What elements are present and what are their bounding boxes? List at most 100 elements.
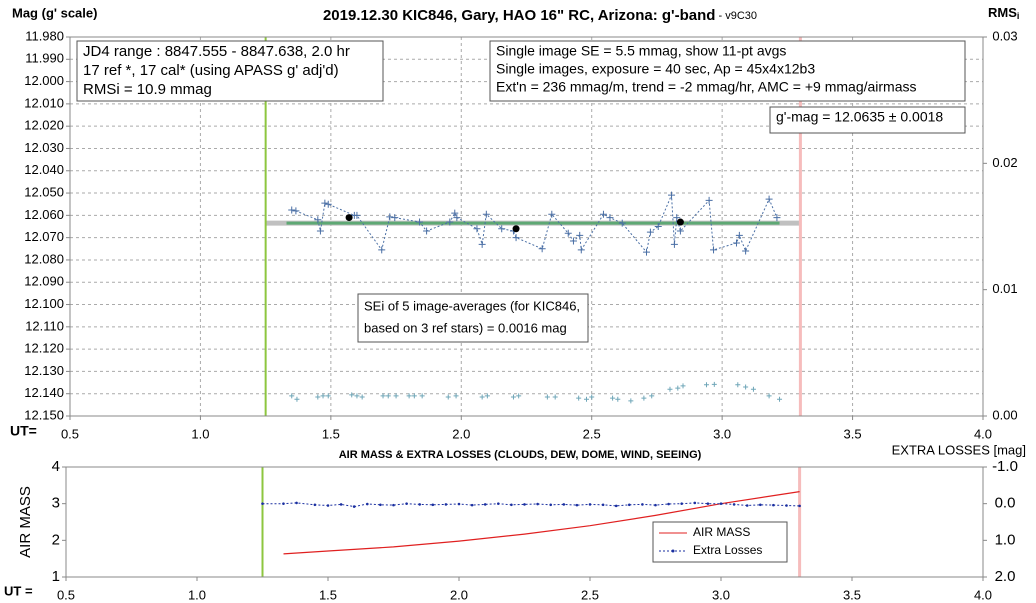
x-tick-label: 3.0 <box>713 426 731 441</box>
point <box>406 393 412 399</box>
point <box>479 394 485 400</box>
y-tick-label: 12.090 <box>24 274 64 289</box>
point <box>641 395 647 401</box>
series-line <box>283 491 800 555</box>
point <box>385 393 391 399</box>
point <box>292 207 300 215</box>
point <box>416 218 424 226</box>
point <box>484 393 490 399</box>
legend-swatch-dot <box>671 549 675 553</box>
y2-axis-title-sub: i <box>1017 11 1020 21</box>
annotation-text: g'-mag = 12.0635 ± 0.0018 <box>776 109 943 125</box>
point <box>548 210 556 218</box>
point <box>670 240 678 248</box>
y-tick-label: 4 <box>52 458 60 475</box>
point <box>675 385 681 391</box>
x-tick-label: 1.0 <box>191 426 209 441</box>
y-tick-label: 11.980 <box>25 28 64 43</box>
annotation-text: based on 3 ref stars) = 0.0016 mag <box>364 320 567 335</box>
y-tick-label: 12.100 <box>24 296 64 311</box>
point <box>483 503 487 506</box>
point <box>315 394 321 400</box>
point <box>470 503 474 507</box>
point <box>705 196 713 204</box>
point <box>359 394 365 400</box>
y-tick-label: 1 <box>52 568 60 585</box>
point <box>380 393 386 399</box>
point <box>576 395 582 401</box>
point <box>654 503 657 507</box>
x-tick-label: 0.5 <box>57 587 75 602</box>
y-axis-title: Mag (g' scale) <box>12 5 97 20</box>
point <box>457 502 461 506</box>
y-tick-label: 3 <box>52 495 60 512</box>
y-tick-label: 12.020 <box>24 118 64 133</box>
point <box>680 502 683 505</box>
point <box>641 503 644 506</box>
point <box>773 214 781 222</box>
point <box>295 501 298 505</box>
point <box>745 504 749 507</box>
point <box>654 223 662 230</box>
point <box>711 381 717 387</box>
y-tick-label: 12.150 <box>24 407 64 422</box>
point <box>742 247 750 255</box>
point <box>765 195 773 203</box>
point <box>676 227 684 235</box>
point <box>544 394 550 400</box>
point <box>599 210 607 218</box>
point <box>379 503 382 507</box>
point <box>453 214 461 222</box>
x-tick-label: 3.0 <box>712 587 730 602</box>
point <box>473 225 481 233</box>
point <box>606 214 614 222</box>
point <box>453 393 459 399</box>
point <box>261 502 264 505</box>
point <box>583 396 589 402</box>
point <box>354 393 360 399</box>
point <box>498 225 506 233</box>
annotation-text: SEi of 5 image-averages (for KIC846, <box>364 298 580 313</box>
point <box>289 393 295 399</box>
point <box>391 214 399 222</box>
x-tick-label: 2.5 <box>581 587 599 602</box>
annotation-box <box>357 293 589 343</box>
point <box>324 200 332 208</box>
point <box>628 398 634 404</box>
point <box>676 218 684 226</box>
y2-axis-title-main: RMS <box>988 5 1017 20</box>
title-main: 2019.12.30 KIC846, Gary, HAO 16" RC, Ari… <box>323 7 715 24</box>
point <box>667 386 673 392</box>
point <box>552 394 558 400</box>
x-tick-label: 0.5 <box>61 426 79 441</box>
point <box>445 394 451 400</box>
x-axis-title: UT = <box>4 583 33 598</box>
point <box>588 503 592 506</box>
point <box>766 393 772 399</box>
point <box>478 240 486 248</box>
x-tick-label: 2.5 <box>583 426 601 441</box>
series-line <box>291 194 778 254</box>
y2-axis-title: EXTRA LOSSES [mag] <box>892 442 1026 457</box>
annotation-text: Single images, exposure = 40 sec, Ap = 4… <box>496 61 815 77</box>
point <box>512 225 520 233</box>
y-tick-label: 12.030 <box>24 140 64 155</box>
point <box>710 246 718 254</box>
annotation-box <box>489 40 966 102</box>
y2-tick-label: 0.01 <box>992 281 1017 296</box>
point <box>569 237 577 245</box>
point <box>706 502 710 505</box>
point <box>510 503 513 507</box>
point <box>446 218 454 226</box>
point <box>703 382 709 388</box>
annotation-text: Ext'n = 236 mmag/m, trend = -2 mmag/hr, … <box>496 79 917 95</box>
plot-frame <box>65 466 984 578</box>
point <box>418 503 422 506</box>
point <box>313 503 317 507</box>
plot-area <box>65 466 984 578</box>
point <box>392 503 395 507</box>
point <box>628 503 631 507</box>
point <box>732 503 736 506</box>
point <box>576 231 584 239</box>
